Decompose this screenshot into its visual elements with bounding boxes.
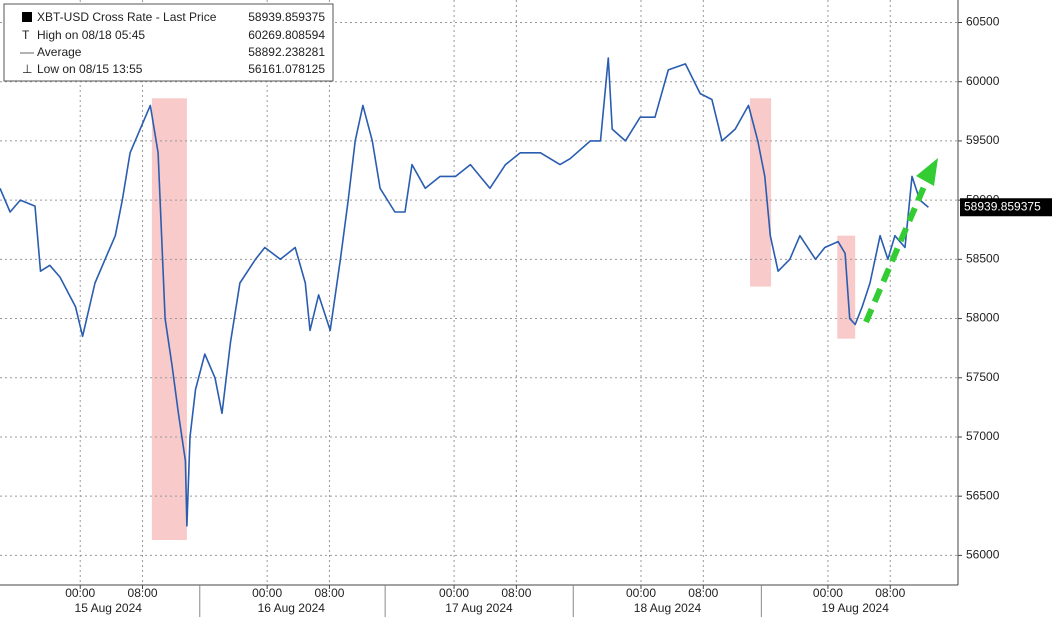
highlight [750,98,772,287]
x-tick-label: 00:00 [252,586,282,600]
y-tick-label: 57500 [966,370,1000,384]
day-label: 18 Aug 2024 [634,601,702,615]
legend-icon: ⊥ [22,62,32,76]
trend-arrow [863,158,938,324]
last-price-label: 58939.859375 [964,199,1041,213]
day-label: 17 Aug 2024 [445,601,513,615]
x-tick-label: 08:00 [501,586,531,600]
line-layer [0,57,929,527]
day-label: 16 Aug 2024 [258,601,326,615]
day-label: 15 Aug 2024 [75,601,143,615]
x-tick-label: 00:00 [626,586,656,600]
y-tick-label: 58500 [966,252,1000,266]
text-layer: 5600056500570005750058000585005900059500… [65,15,1052,617]
y-tick-label: 57000 [966,429,1000,443]
x-tick-label: 08:00 [688,586,718,600]
legend-swatch [22,12,32,22]
x-tick-label: 08:00 [875,586,905,600]
legend-label: Low on 08/15 13:55 [37,62,143,76]
legend-label: Average [37,45,82,59]
y-tick-label: 60000 [966,74,1000,88]
legend-icon: T [22,28,30,42]
x-tick-label: 08:00 [128,586,158,600]
x-tick-label: 00:00 [813,586,843,600]
highlight-layer [151,98,856,540]
x-tick-label: 08:00 [314,586,344,600]
x-tick-label: 00:00 [65,586,95,600]
y-tick-label: 58000 [966,311,1000,325]
legend-value: 60269.808594 [248,28,325,42]
x-tick-label: 00:00 [439,586,469,600]
legend-value: 58939.859375 [248,10,325,24]
legend-label: XBT-USD Cross Rate - Last Price [37,10,217,24]
y-tick-label: 56000 [966,548,1000,562]
price-line [0,57,929,527]
y-tick-label: 60500 [966,15,1000,29]
legend-value: 58892.238281 [248,45,325,59]
last-price-tag [960,198,1052,217]
y-tick-label: 56500 [966,488,1000,502]
highlight [837,235,856,339]
highlight [151,98,187,540]
y-tick-label: 59500 [966,133,1000,147]
day-label: 19 Aug 2024 [821,601,889,615]
legend-label: High on 08/18 05:45 [37,28,145,42]
arrow-shaft [863,180,929,324]
legend-value: 56161.078125 [248,62,325,76]
legend: XBT-USD Cross Rate - Last Price 58939.85… [3,3,334,82]
legend-box [3,3,334,82]
arrow-head [916,158,938,186]
